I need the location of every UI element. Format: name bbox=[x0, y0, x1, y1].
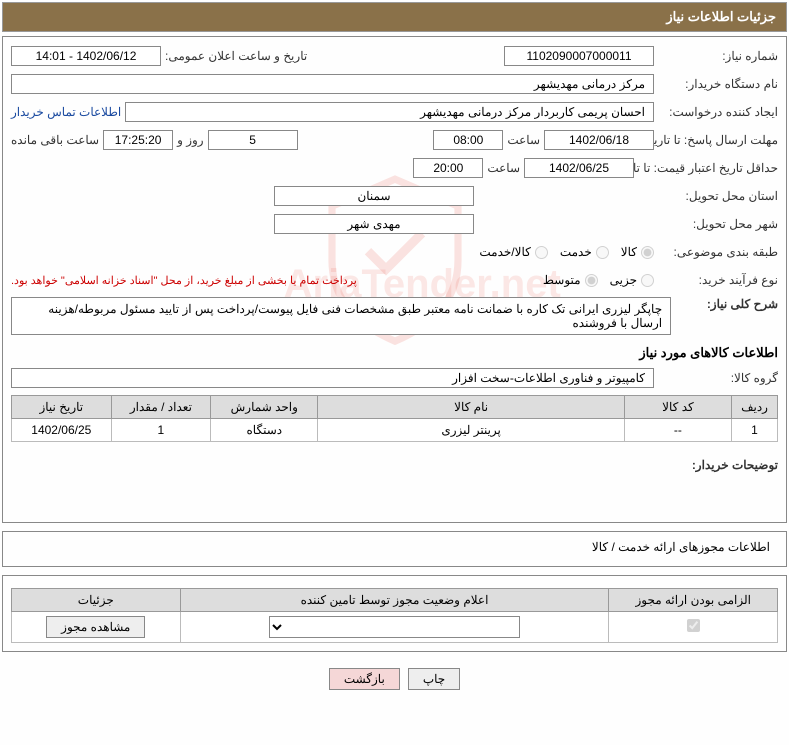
reply-deadline-label: مهلت ارسال پاسخ: تا تاریخ: bbox=[658, 133, 778, 147]
province-value: سمنان bbox=[274, 186, 474, 206]
countdown: 17:25:20 bbox=[103, 130, 173, 150]
page-header: جزئیات اطلاعات نیاز bbox=[2, 2, 787, 32]
license-required-checkbox bbox=[687, 619, 700, 632]
buyer-notes-label: توضیحات خریدار: bbox=[658, 458, 778, 472]
goods-cell: پرینتر لیزری bbox=[318, 419, 624, 442]
process-group: جزیی متوسط bbox=[543, 273, 654, 287]
lic-col-3: جزئیات bbox=[12, 589, 181, 612]
print-button[interactable]: چاپ bbox=[408, 668, 460, 690]
requester-label: ایجاد کننده درخواست: bbox=[658, 105, 778, 119]
goods-col: نام کالا bbox=[318, 396, 624, 419]
radio-both[interactable] bbox=[535, 246, 548, 259]
license-table: الزامی بودن ارائه مجوز اعلام وضعیت مجوز … bbox=[11, 588, 778, 643]
goods-cell: دستگاه bbox=[211, 419, 318, 442]
price-time: 20:00 bbox=[413, 158, 483, 178]
buyer-org-value: مرکز درمانی مهدیشهر bbox=[11, 74, 654, 94]
goods-table: ردیفکد کالانام کالاواحد شمارشتعداد / مقد… bbox=[11, 395, 778, 442]
process-label: نوع فرآیند خرید: bbox=[658, 273, 778, 287]
goods-group-value: کامپیوتر و فناوری اطلاعات-سخت افزار bbox=[11, 368, 654, 388]
buyer-org-label: نام دستگاه خریدار: bbox=[658, 77, 778, 91]
reply-date: 1402/06/18 bbox=[544, 130, 654, 150]
license-title: اطلاعات مجوزهای ارائه خدمت / کالا bbox=[11, 536, 778, 558]
buyer-contact-link[interactable]: اطلاعات تماس خریدار bbox=[11, 105, 121, 119]
announce-label: تاریخ و ساعت اعلان عمومی: bbox=[165, 49, 307, 63]
price-time-label: ساعت bbox=[487, 161, 520, 175]
back-button[interactable]: بازگشت bbox=[329, 668, 400, 690]
license-status-select[interactable] bbox=[269, 616, 521, 638]
reply-time-label: ساعت bbox=[507, 133, 540, 147]
goods-col: ردیف bbox=[732, 396, 778, 419]
reply-time: 08:00 bbox=[433, 130, 503, 150]
need-number-value: 1102090007000011 bbox=[504, 46, 654, 66]
lic-col-1: الزامی بودن ارائه مجوز bbox=[609, 589, 778, 612]
goods-section-title: اطلاعات کالاهای مورد نیاز bbox=[11, 345, 778, 361]
lic-col-2: اعلام وضعیت مجوز توسط تامین کننده bbox=[180, 589, 609, 612]
days-count: 5 bbox=[208, 130, 298, 150]
subject-class-label: طبقه بندی موضوعی: bbox=[658, 245, 778, 259]
goods-col: تاریخ نیاز bbox=[12, 396, 112, 419]
view-license-button[interactable]: مشاهده مجوز bbox=[46, 616, 145, 638]
process-note: پرداخت تمام یا بخشی از مبلغ خرید، از محل… bbox=[11, 274, 357, 287]
summary-label: شرح کلی نیاز: bbox=[675, 297, 778, 311]
days-label: روز و bbox=[177, 133, 204, 147]
city-value: مهدی شهر bbox=[274, 214, 474, 234]
goods-col: کد کالا bbox=[624, 396, 731, 419]
goods-cell: 1402/06/25 bbox=[12, 419, 112, 442]
goods-cell: -- bbox=[624, 419, 731, 442]
goods-col: تعداد / مقدار bbox=[111, 396, 211, 419]
goods-group-label: گروه کالا: bbox=[658, 371, 778, 385]
summary-value: چاپگر لیزری ایرانی تک کاره با ضمانت نامه… bbox=[11, 297, 671, 335]
goods-cell: 1 bbox=[732, 419, 778, 442]
need-number-label: شماره نیاز: bbox=[658, 49, 778, 63]
announce-value: 1402/06/12 - 14:01 bbox=[11, 46, 161, 66]
subject-class-group: کالا خدمت کالا/خدمت bbox=[479, 245, 654, 259]
radio-minor[interactable] bbox=[641, 274, 654, 287]
goods-col: واحد شمارش bbox=[211, 396, 318, 419]
goods-cell: 1 bbox=[111, 419, 211, 442]
remaining-label: ساعت باقی مانده bbox=[11, 133, 99, 147]
radio-service[interactable] bbox=[596, 246, 609, 259]
requester-value: احسان پریمی کاربردار مرکز درمانی مهدیشهر bbox=[125, 102, 654, 122]
city-label: شهر محل تحویل: bbox=[658, 217, 778, 231]
radio-medium[interactable] bbox=[585, 274, 598, 287]
radio-goods[interactable] bbox=[641, 246, 654, 259]
price-validity-label: حداقل تاریخ اعتبار قیمت: تا تاریخ: bbox=[638, 161, 778, 175]
province-label: استان محل تحویل: bbox=[658, 189, 778, 203]
price-date: 1402/06/25 bbox=[524, 158, 634, 178]
